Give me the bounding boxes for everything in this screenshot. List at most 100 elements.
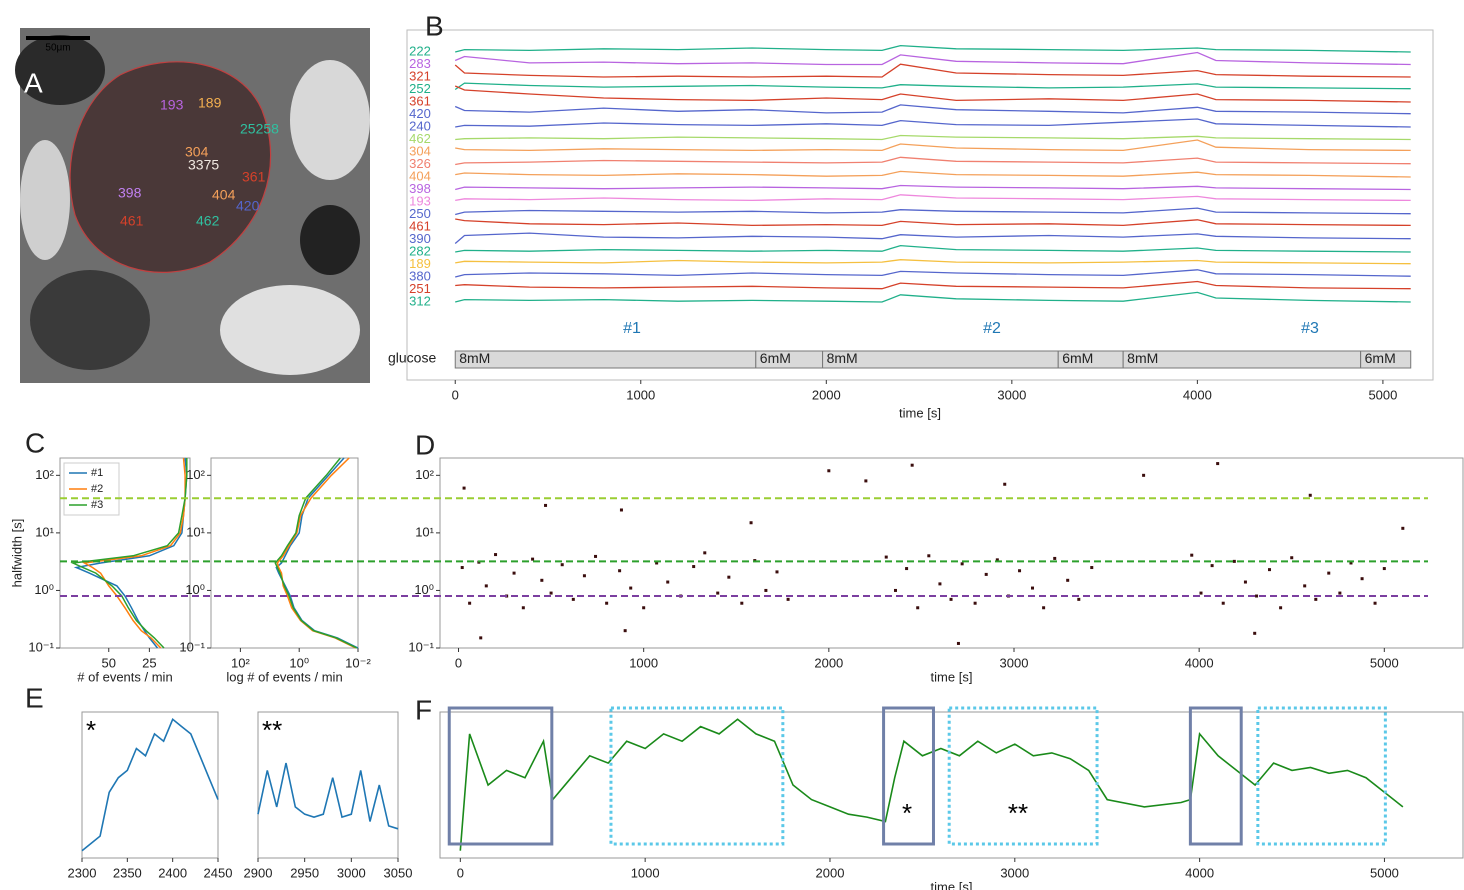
trace (455, 118, 1411, 128)
y-tick-label: 10² (415, 467, 434, 482)
x-tick-label: 2400 (158, 865, 187, 880)
event-point (938, 582, 942, 586)
event-point (692, 565, 696, 569)
trace (454, 104, 1411, 115)
highlight-box (1256, 706, 1387, 846)
trace-label: 461 (409, 218, 431, 233)
x-tick-label: 2300 (68, 865, 97, 880)
annotation: #1 (623, 320, 641, 337)
panel: 2300 2350 2400 2450 E * (25, 682, 232, 880)
y-axis-label: halfwidth [s] (9, 519, 24, 588)
event-point (1243, 580, 1247, 584)
event-point (740, 601, 744, 605)
event-point (893, 588, 897, 592)
y-tick-label: 10⁰ (34, 582, 54, 597)
event-point (764, 588, 768, 592)
panel-label: B (425, 10, 444, 41)
trace (455, 269, 1411, 278)
trace (455, 280, 1411, 290)
annotation: * (902, 798, 912, 828)
event-point (655, 561, 659, 565)
x-axis-label: log # of events / min (226, 669, 342, 684)
trace-label: 404 (409, 168, 431, 183)
event-point (571, 597, 575, 601)
highlight-box (447, 706, 554, 846)
event-point (827, 469, 831, 473)
event-point (1303, 584, 1307, 588)
trace-label: 420 (409, 106, 431, 121)
event-point (905, 567, 909, 571)
event-point (1401, 526, 1405, 530)
trace-label: 312 (409, 293, 431, 308)
event-point (1090, 566, 1094, 570)
cell-label: 25258 (240, 121, 279, 137)
x-tick-label: 3050 (384, 865, 413, 880)
annotation: #2 (983, 320, 1001, 337)
event-point (1382, 567, 1386, 571)
annotation: ** (262, 715, 282, 745)
event-point (1018, 569, 1022, 573)
trace (257, 762, 399, 830)
event-point (1327, 571, 1331, 575)
x-axis-label: time [s] (899, 405, 941, 420)
trace-label: 326 (409, 156, 431, 171)
event-point (623, 629, 627, 633)
event-point (531, 557, 535, 561)
event-point (1349, 561, 1353, 565)
trace (454, 232, 1411, 244)
trace-label: 251 (409, 281, 431, 296)
glucose-segment-label: 6mM (760, 350, 791, 366)
x-tick-label: 3000 (997, 387, 1026, 402)
event-point (995, 558, 999, 562)
x-tick-label: 0 (455, 655, 462, 670)
event-point (1308, 493, 1312, 497)
plot-frame (439, 711, 1464, 859)
trace-label: 380 (409, 268, 431, 283)
panel-label: F (415, 694, 432, 725)
trace-label: 304 (409, 143, 431, 158)
trace (455, 170, 1411, 178)
trace (455, 44, 1411, 53)
x-tick-label: 2900 (244, 865, 273, 880)
event-point (956, 641, 960, 645)
trace-label: 321 (409, 68, 431, 83)
y-tick-label: 10² (35, 467, 54, 482)
glucose-label: glucose (388, 350, 436, 366)
cell-label: 398 (118, 185, 142, 201)
annotation: * (86, 715, 96, 745)
x-tick-label: 2000 (814, 655, 843, 670)
panel-label: A (24, 67, 43, 98)
event-point (642, 606, 646, 610)
event-point (1042, 606, 1046, 610)
trace (455, 194, 1411, 202)
y-tick-label: 10¹ (35, 524, 54, 539)
event-point (1003, 482, 1007, 486)
y-tick-label: 10² (186, 467, 205, 482)
trace-label: 390 (409, 231, 431, 246)
event-point (727, 575, 731, 579)
event-point (749, 521, 753, 525)
x-tick-label: 2450 (204, 865, 233, 880)
event-point (1314, 597, 1318, 601)
event-point (910, 463, 914, 467)
trace-label: 189 (409, 256, 431, 271)
trace-label: 222 (409, 43, 431, 58)
event-point (703, 551, 707, 555)
event-point (540, 578, 544, 582)
x-tick-label: 2000 (816, 865, 845, 880)
profile-line (82, 457, 186, 649)
event-point (629, 586, 633, 590)
cell-label: 361 (242, 169, 266, 185)
trace-label: 398 (409, 181, 431, 196)
event-point (1077, 597, 1081, 601)
event-point (549, 591, 553, 595)
x-tick-label: 2000 (812, 387, 841, 402)
event-point (775, 570, 779, 574)
event-point (1253, 631, 1257, 635)
event-point (484, 584, 488, 588)
glucose-segment-label: 8mM (459, 350, 490, 366)
trace (455, 184, 1411, 191)
event-point (560, 563, 564, 567)
trace-label: 282 (409, 243, 431, 258)
